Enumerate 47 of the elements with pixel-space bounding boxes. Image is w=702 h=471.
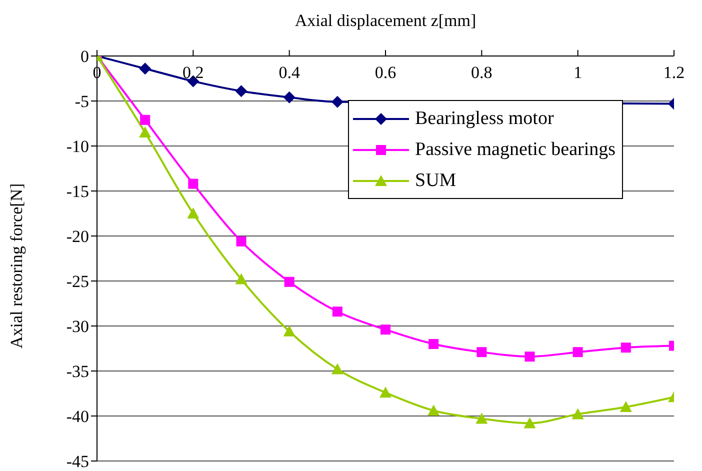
point — [572, 347, 583, 358]
point — [139, 62, 152, 75]
point — [235, 85, 248, 98]
x-tick-label: 0.2 — [182, 63, 204, 82]
point — [476, 412, 488, 424]
legend-label: SUM — [415, 170, 456, 192]
point — [139, 126, 152, 138]
point — [380, 386, 392, 398]
x-tick-label: 1 — [574, 63, 582, 82]
y-tick-label: -15 — [66, 182, 89, 202]
point — [380, 324, 390, 335]
point — [572, 408, 584, 420]
y-tick-label: 0 — [80, 47, 89, 66]
point — [332, 306, 342, 317]
point — [428, 339, 439, 349]
point — [284, 276, 294, 287]
x-tick-label: 0.4 — [278, 63, 300, 82]
point — [236, 236, 246, 246]
y-tick-label: -35 — [66, 362, 89, 382]
x-axis-title: Axial displacement z[mm] — [294, 11, 476, 30]
point — [331, 363, 344, 374]
y-tick-label: -20 — [66, 227, 89, 246]
y-tick-label: -30 — [66, 317, 89, 336]
legend-label: Passive magnetic bearings — [415, 138, 616, 160]
point — [140, 114, 150, 125]
y-tick-label: -25 — [66, 272, 89, 292]
point — [187, 208, 200, 218]
point — [476, 347, 487, 358]
x-tick-label: 1.2 — [663, 63, 685, 82]
point — [235, 273, 248, 284]
point — [331, 96, 344, 108]
y-axis-title: Axial restoring force[N] — [7, 183, 26, 348]
x-tick-label: 0.8 — [471, 63, 492, 82]
point — [524, 352, 535, 362]
point — [283, 325, 296, 336]
y-tick-label: -10 — [66, 137, 89, 156]
legend-label: Bearingless motor — [415, 108, 554, 130]
y-tick-label: -40 — [66, 407, 89, 426]
x-tick-label: 0.6 — [374, 63, 396, 82]
point — [188, 178, 198, 189]
y-tick-label: -45 — [66, 452, 89, 471]
point — [524, 417, 536, 428]
point — [620, 401, 632, 412]
point — [283, 91, 296, 104]
point — [620, 342, 631, 353]
y-tick-label: -5 — [74, 92, 89, 112]
point — [428, 404, 440, 416]
